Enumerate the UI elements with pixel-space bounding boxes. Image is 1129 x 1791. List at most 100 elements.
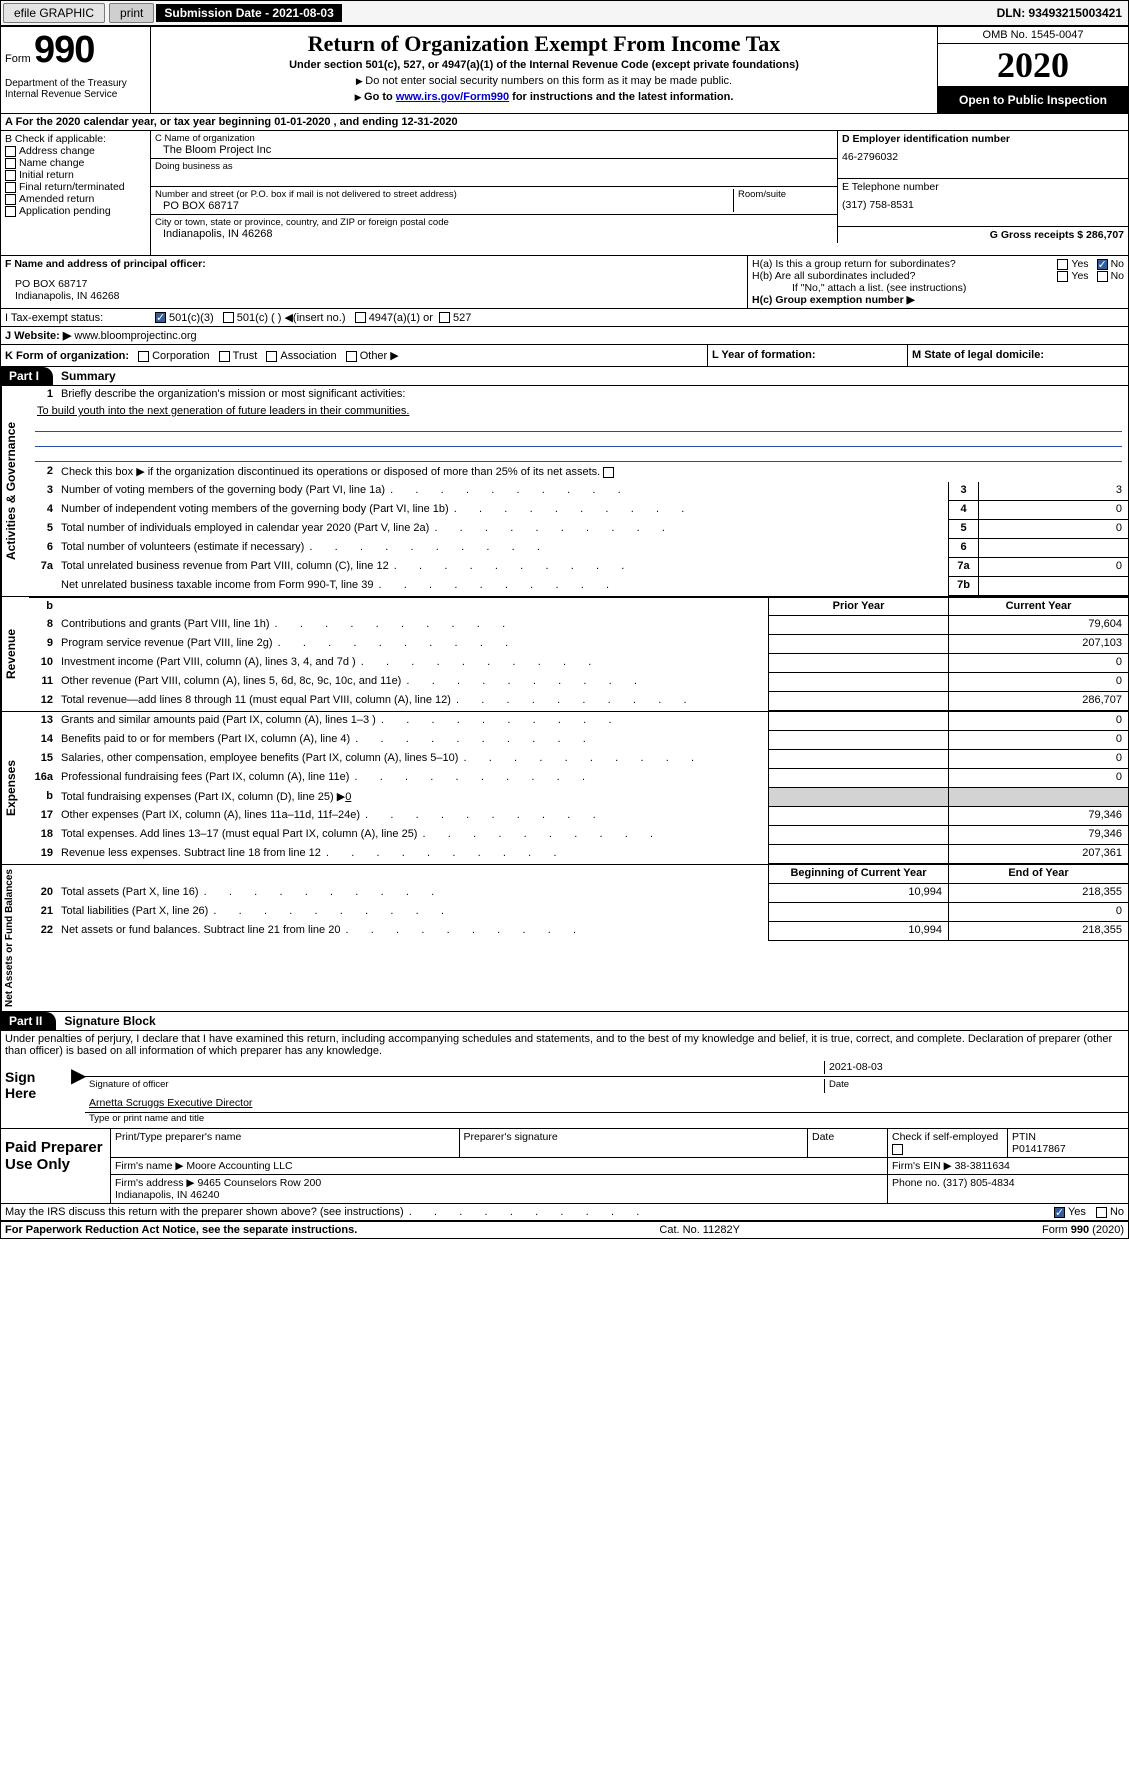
chk-4947[interactable] (355, 312, 366, 323)
line-text: Number of independent voting members of … (57, 501, 948, 520)
firm-ein-lbl: Firm's EIN ▶ (892, 1160, 952, 1172)
head-b: b (29, 598, 57, 616)
side-expenses: Expenses (1, 712, 29, 864)
col-d-e-g: D Employer identification number 46-2796… (838, 131, 1128, 255)
hc-label: H(c) Group exemption number ▶ (752, 294, 1124, 306)
chk-self-emp[interactable] (892, 1144, 903, 1155)
chk-501c[interactable] (223, 312, 234, 323)
line-text: Number of voting members of the governin… (57, 482, 948, 501)
part1-title: Summary (53, 367, 124, 385)
chk-name[interactable]: Name change (5, 157, 146, 169)
ein-row: D Employer identification number 46-2796… (838, 131, 1128, 179)
footer-right: Form 990 (2020) (1042, 1224, 1124, 1236)
ein-val: 46-2796032 (842, 151, 1124, 163)
prior-val: 10,994 (768, 884, 948, 903)
line-text: Contributions and grants (Part VIII, lin… (57, 616, 768, 635)
gross-receipts: G Gross receipts $ 286,707 (838, 227, 1128, 255)
lb-curr (948, 788, 1128, 807)
title-box: Return of Organization Exempt From Incom… (151, 27, 938, 113)
date-cap: Date (824, 1079, 1124, 1093)
prep-name-head: Print/Type preparer's name (111, 1129, 460, 1157)
head-begin: Beginning of Current Year (768, 865, 948, 884)
open-public-label: Open to Public Inspection (938, 87, 1128, 113)
prep-date-head: Date (808, 1129, 888, 1157)
curr-val: 0 (948, 903, 1128, 922)
irs-link[interactable]: www.irs.gov/Form990 (396, 91, 509, 103)
line-text: Total number of individuals employed in … (57, 520, 948, 539)
chk-pending[interactable]: Application pending (5, 205, 146, 217)
line-num: 19 (29, 845, 57, 864)
print-button[interactable]: print (109, 3, 154, 23)
head-end: End of Year (948, 865, 1128, 884)
chk-other[interactable] (346, 351, 357, 362)
phone-row: E Telephone number (317) 758-8531 (838, 179, 1128, 227)
prior-val (768, 769, 948, 788)
prep-phone: (317) 805-4834 (943, 1177, 1015, 1189)
chk-501c3[interactable] (155, 312, 166, 323)
chk-amended[interactable]: Amended return (5, 193, 146, 205)
curr-val: 79,346 (948, 826, 1128, 845)
col-h: H(a) Is this a group return for subordin… (748, 256, 1128, 308)
discuss-yes[interactable] (1054, 1207, 1065, 1218)
officer-name: Arnetta Scruggs Executive Director (89, 1097, 1124, 1110)
c-label: C Name of organization (155, 133, 833, 144)
chk-address[interactable]: Address change (5, 145, 146, 157)
line-text: Total unrelated business revenue from Pa… (57, 558, 948, 577)
sign-here-label: Sign Here (1, 1059, 71, 1128)
curr-val: 207,103 (948, 635, 1128, 654)
chk-527[interactable] (439, 312, 450, 323)
city-val: Indianapolis, IN 46268 (163, 228, 833, 240)
chk-assoc[interactable] (266, 351, 277, 362)
line-text: Other revenue (Part VIII, column (A), li… (57, 673, 768, 692)
efile-label: efile GRAPHIC (3, 3, 105, 23)
line-num: 10 (29, 654, 57, 673)
line-val: 0 (978, 520, 1128, 539)
f-label: F Name and address of principal officer: (5, 258, 206, 270)
ha-yes[interactable] (1057, 259, 1068, 270)
row-f-h: F Name and address of principal officer:… (1, 256, 1128, 309)
address-row: Number and street (or P.O. box if mail i… (151, 187, 838, 215)
prior-val (768, 654, 948, 673)
j-label: J Website: ▶ (5, 330, 71, 342)
b-intro: B Check if applicable: (5, 133, 146, 145)
line-text: Total assets (Part X, line 16) (57, 884, 768, 903)
prior-val (768, 712, 948, 731)
curr-val: 0 (948, 750, 1128, 769)
discuss-no[interactable] (1096, 1207, 1107, 1218)
section-expenses: Expenses 13 Grants and similar amounts p… (1, 712, 1128, 865)
hb-yes[interactable] (1057, 271, 1068, 282)
line-num: 7a (29, 558, 57, 577)
line-text: Total expenses. Add lines 13–17 (must eq… (57, 826, 768, 845)
firm-name-lbl: Firm's name ▶ (115, 1160, 183, 1172)
hb-no[interactable] (1097, 271, 1108, 282)
paid-preparer-label: Paid Preparer Use Only (1, 1129, 111, 1203)
line-val: 3 (978, 482, 1128, 501)
chk-final[interactable]: Final return/terminated (5, 181, 146, 193)
signature-section: Under penalties of perjury, I declare th… (1, 1031, 1128, 1221)
line-text: Total number of volunteers (estimate if … (57, 539, 948, 558)
curr-val: 0 (948, 673, 1128, 692)
l1-text: Briefly describe the organization's miss… (57, 386, 1128, 405)
prep-sig-head: Preparer's signature (460, 1129, 809, 1157)
ha-no[interactable] (1097, 259, 1108, 270)
omb-label: OMB No. 1545-0047 (938, 27, 1128, 44)
row-a-taxyear: A For the 2020 calendar year, or tax yea… (1, 114, 1128, 131)
chk-corp[interactable] (138, 351, 149, 362)
side-governance: Activities & Governance (1, 386, 29, 596)
form-number: 990 (34, 29, 94, 71)
discuss-row: May the IRS discuss this return with the… (1, 1203, 1128, 1220)
curr-val: 79,604 (948, 616, 1128, 635)
head-prior: Prior Year (768, 598, 948, 616)
form-subtitle: Under section 501(c), 527, or 4947(a)(1)… (157, 59, 931, 71)
l1-mission: To build youth into the next generation … (29, 405, 1128, 417)
tax-year: 2020 (938, 44, 1128, 87)
line-val: 0 (978, 558, 1128, 577)
chk-initial[interactable]: Initial return (5, 169, 146, 181)
head-curr: Current Year (948, 598, 1128, 616)
l2-chk[interactable] (603, 467, 614, 478)
chk-trust[interactable] (219, 351, 230, 362)
form-footer: For Paperwork Reduction Act Notice, see … (1, 1221, 1128, 1238)
line-num: 8 (29, 616, 57, 635)
line-text: Investment income (Part VIII, column (A)… (57, 654, 768, 673)
k-left: K Form of organization: Corporation Trus… (1, 345, 708, 366)
